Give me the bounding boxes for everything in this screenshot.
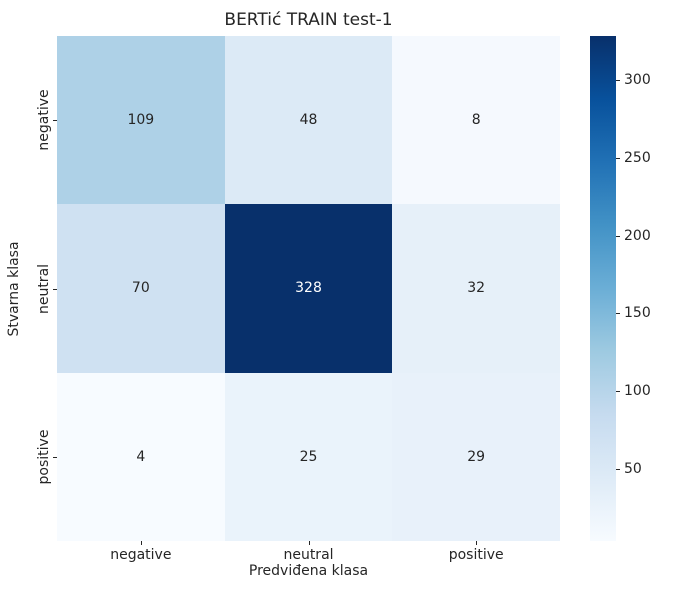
chart-title: BERTić TRAIN test-1: [224, 10, 393, 30]
heatmap-cell-negative-neutral: 48: [224, 36, 393, 205]
y-tick-label-negative: negative: [36, 89, 52, 151]
y-tick-mark: [53, 120, 57, 122]
heatmap-cell-negative-positive: 8: [392, 36, 560, 205]
colorbar-tick-label-150: 150: [624, 305, 651, 322]
colorbar-tick-mark: [616, 313, 620, 315]
heatmap-grid: 109 48 8 70 328 32 4 25 29: [57, 36, 560, 541]
colorbar: [590, 36, 616, 541]
colorbar-tick-mark: [616, 391, 620, 393]
heatmap-cell-neutral-negative: 70: [57, 204, 225, 373]
heatmap-cell-positive-negative: 4: [57, 372, 225, 541]
heatmap-cell-positive-positive: 29: [392, 372, 560, 541]
colorbar-tick-label-250: 250: [624, 149, 651, 166]
y-tick-label-positive: positive: [36, 429, 52, 485]
x-tick-label-negative: negative: [110, 547, 172, 563]
x-tick-mark: [476, 541, 478, 545]
x-tick-mark: [140, 541, 142, 545]
heatmap-cell-neutral-positive: 32: [392, 204, 560, 373]
colorbar-tick-mark: [616, 79, 620, 81]
y-tick-label-neutral: neutral: [36, 263, 52, 314]
colorbar-tick-label-100: 100: [624, 383, 651, 400]
y-tick-mark: [53, 456, 57, 458]
y-tick-mark: [53, 288, 57, 290]
heatmap-cell-neutral-neutral: 328: [224, 204, 393, 373]
colorbar-tick-label-200: 200: [624, 227, 651, 244]
x-axis-label: Predviđena klasa: [248, 563, 369, 579]
heatmap-cell-negative-negative: 109: [57, 36, 225, 205]
y-axis-label: Stvarna klasa: [6, 240, 22, 337]
heatmap-cell-positive-neutral: 25: [224, 372, 393, 541]
colorbar-tick-label-50: 50: [624, 461, 642, 478]
x-tick-label-positive: positive: [448, 547, 504, 563]
colorbar-tick-mark: [616, 235, 620, 237]
x-tick-label-neutral: neutral: [283, 547, 334, 563]
colorbar-tick-mark: [616, 157, 620, 159]
colorbar-tick-mark: [616, 469, 620, 471]
x-tick-mark: [308, 541, 310, 545]
colorbar-tick-label-300: 300: [624, 71, 651, 88]
